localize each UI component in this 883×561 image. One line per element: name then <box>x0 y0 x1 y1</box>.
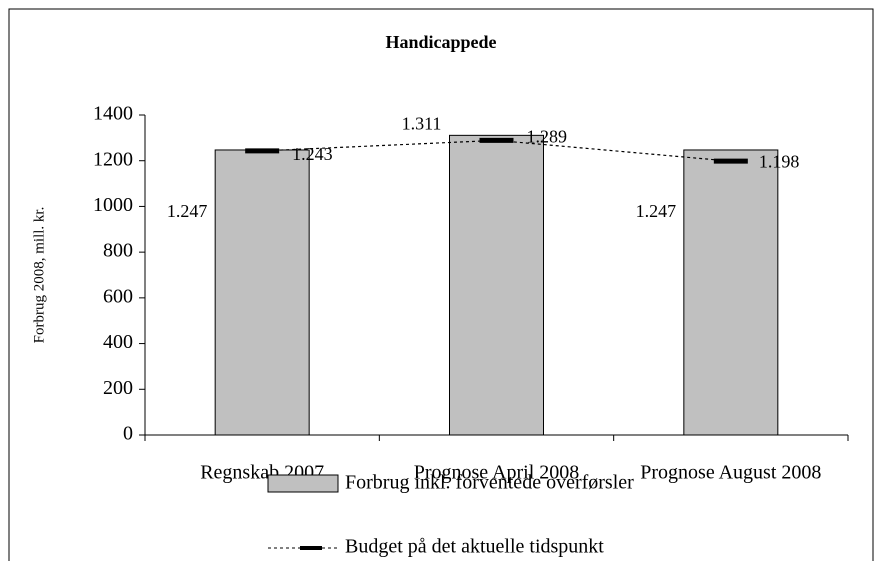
bar <box>449 134 544 436</box>
y-tick-label: 400 <box>103 331 133 353</box>
y-tick-label: 1400 <box>93 103 133 125</box>
y-tick-label: 800 <box>103 240 133 262</box>
y-tick-label: 1200 <box>93 148 133 170</box>
x-tick-label: Prognose August 2008 <box>640 462 821 484</box>
chart-title: Handicappede <box>385 32 496 52</box>
y-tick-label: 1000 <box>93 194 133 216</box>
bar-value-label: 1.247 <box>167 201 208 221</box>
legend-label: Forbrug inkl. forventede overførsler <box>345 472 634 494</box>
y-axis-label: Forbrug 2008, mill. kr. <box>31 207 47 344</box>
bar-value-label: 1.311 <box>402 113 442 133</box>
budget-value-label: 1.243 <box>292 144 333 164</box>
bar <box>683 149 779 436</box>
bar <box>214 149 310 436</box>
y-tick-label: 600 <box>103 285 133 307</box>
bar-value-label: 1.247 <box>636 201 677 221</box>
y-tick-label: 0 <box>123 423 133 445</box>
x-tick-label: Prognose April 2008 <box>414 462 580 484</box>
y-tick-label: 200 <box>103 377 133 399</box>
legend-label: Budget på det aktuelle tidspunkt <box>345 536 604 558</box>
budget-value-label: 1.198 <box>759 151 800 171</box>
chart-frame <box>8 8 874 561</box>
legend-swatch <box>267 474 339 493</box>
budget-value-label: 1.289 <box>527 126 568 146</box>
